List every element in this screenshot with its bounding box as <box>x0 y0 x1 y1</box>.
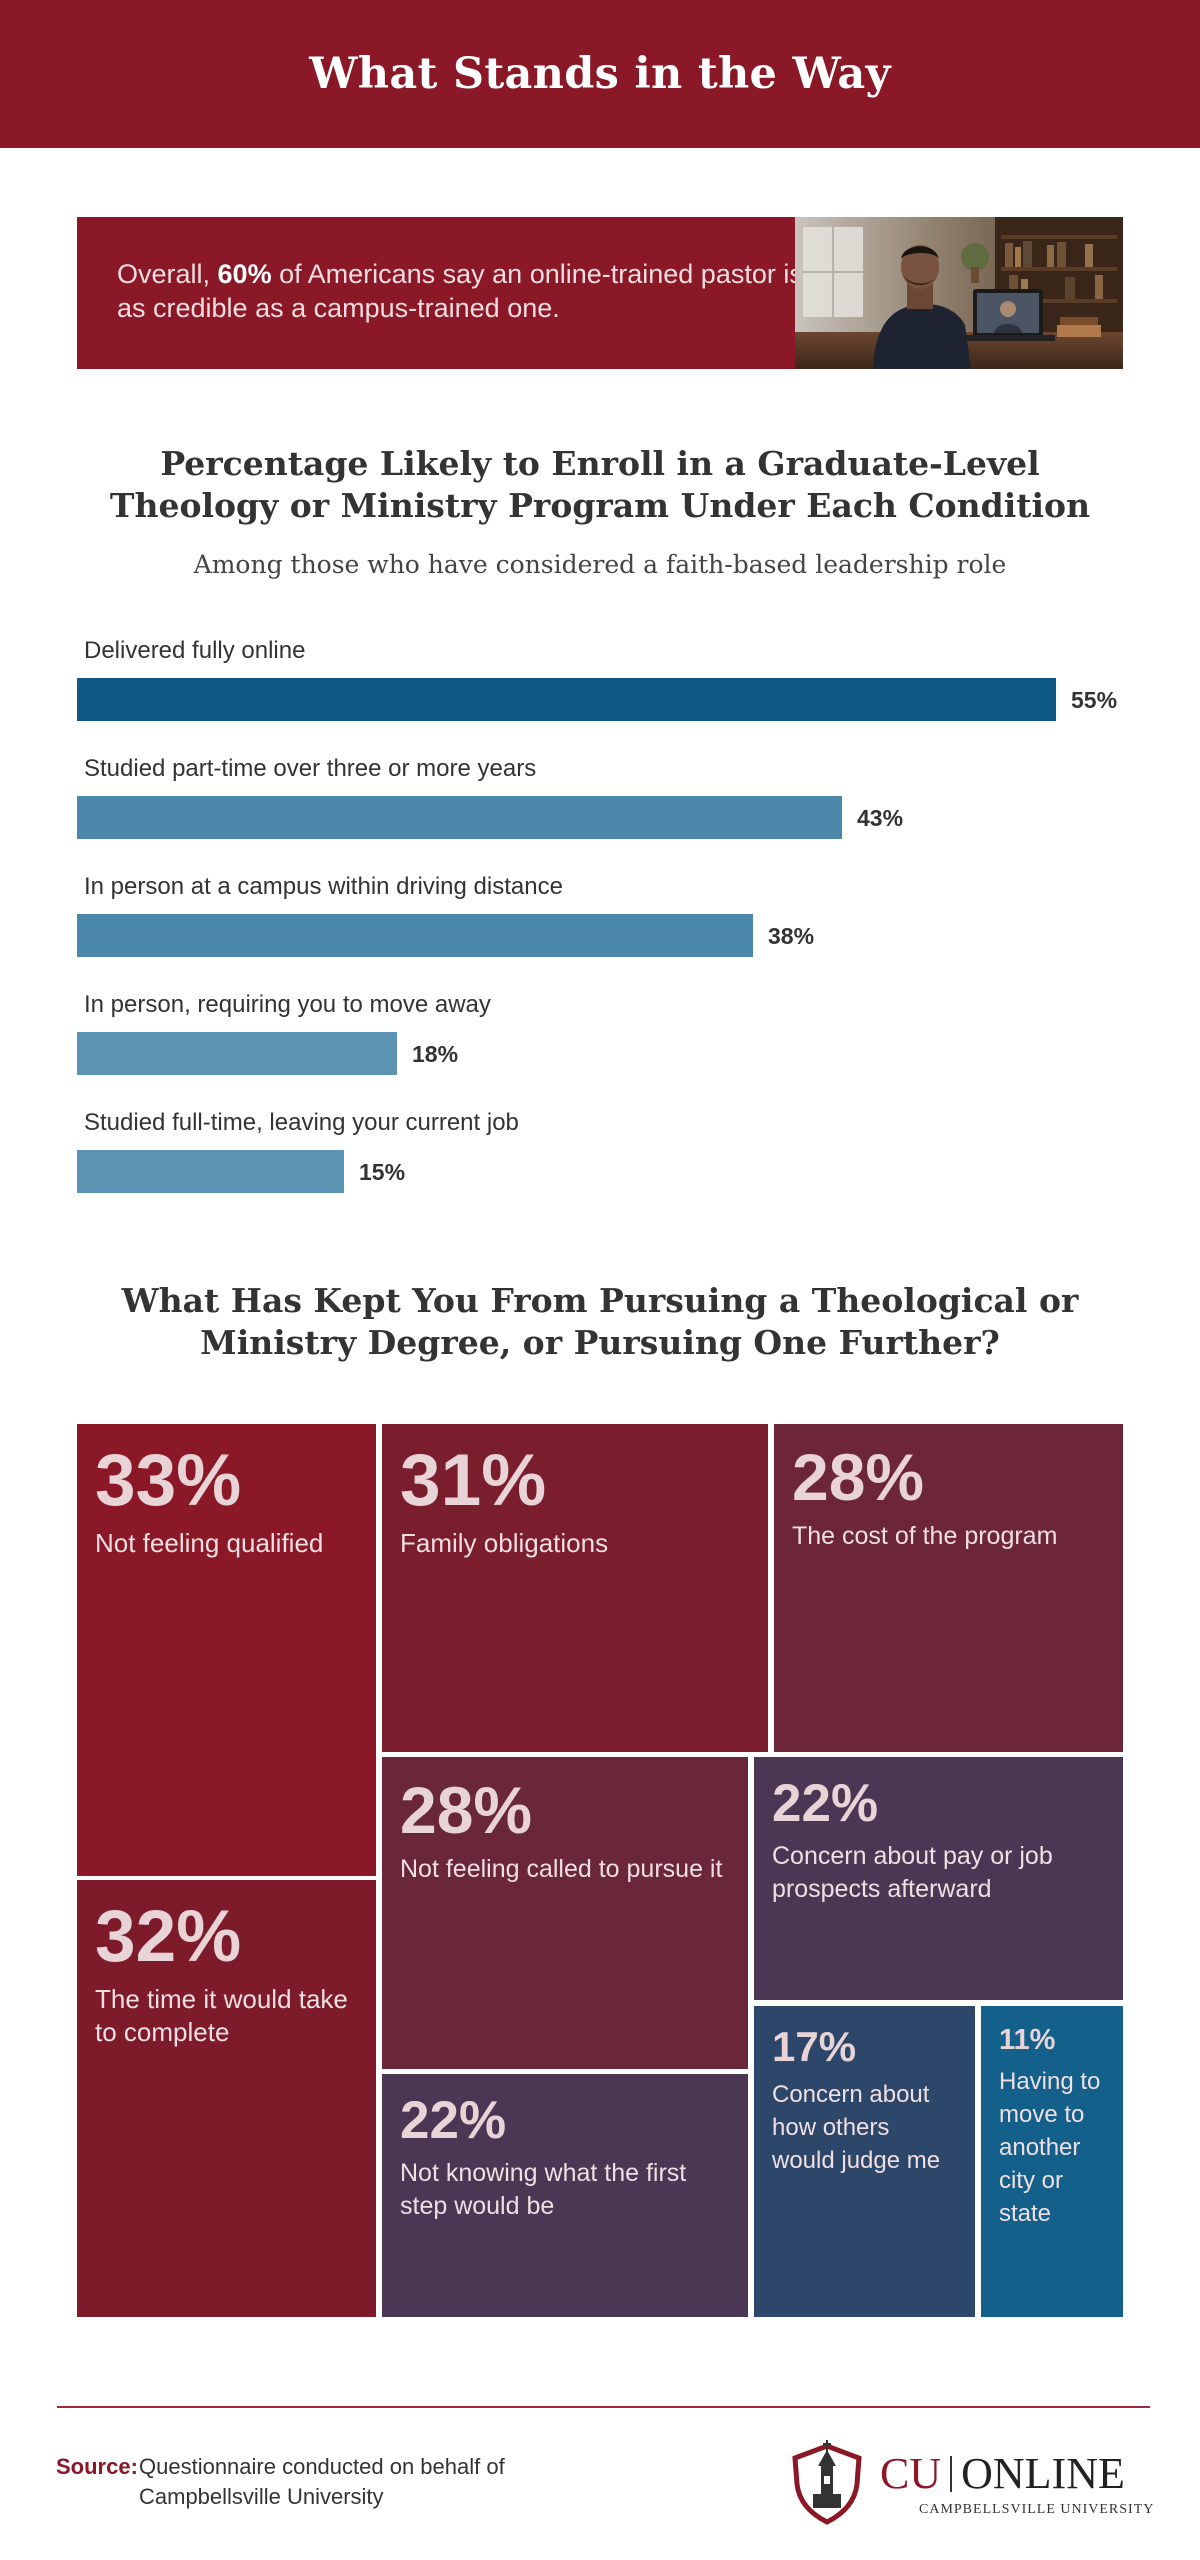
tile-percent: 22% <box>400 2091 507 2150</box>
tile-percent: 33% <box>95 1440 242 1521</box>
footer-divider <box>57 2406 1150 2408</box>
tile-label: Concern about pay or job prospects after… <box>772 1842 1053 1903</box>
tile-label: The cost of the program <box>792 1522 1058 1550</box>
tile-label: The time it would take to complete <box>95 1984 348 2047</box>
treemap-tile: 17% Concern about how others would judge … <box>754 2006 975 2317</box>
source-line-2: Campbellsville University <box>139 2484 384 2509</box>
barriers-title-line-2: Ministry Degree, or Pursuing One Further… <box>200 1323 1000 1362</box>
tile-label: Not feeling called to pursue it <box>400 1855 723 1883</box>
bar-label: Delivered fully online <box>84 637 306 664</box>
treemap-tile: 22% Concern about pay or job prospects af… <box>754 1757 1123 2000</box>
source-line-1: Questionnaire conducted on behalf of <box>139 2454 505 2479</box>
bar <box>77 914 753 957</box>
tile-label: Not feeling qualified <box>95 1528 324 1558</box>
logo-separator <box>950 2456 953 2492</box>
bar <box>77 1150 344 1193</box>
banner-text-before: Overall, <box>117 259 218 289</box>
banner-highlight: 60% <box>217 259 272 289</box>
bar <box>77 796 842 839</box>
bar-value-label: 43% <box>857 805 904 831</box>
treemap-tile: 11% Having to move to another city or sta… <box>981 2006 1123 2317</box>
enroll-title-line-2: Theology or Ministry Program Under Each … <box>109 486 1091 525</box>
logo-cu: CU <box>880 2449 942 2498</box>
bar-value-label: 18% <box>412 1041 459 1067</box>
bar-value-label: 55% <box>1071 687 1118 713</box>
bar-label: In person at a campus within driving dis… <box>84 873 563 900</box>
barriers-title-line-1: What Has Kept You From Pursuing a Theolo… <box>121 1281 1079 1320</box>
tile-label: Family obligations <box>400 1528 609 1558</box>
page-title: What Stands in the Way <box>309 49 891 99</box>
bar-label: Studied part-time over three or more yea… <box>84 755 537 782</box>
tile-percent: 32% <box>95 1896 242 1977</box>
banner-text: Overall, 60% of Americans say an online-… <box>117 257 817 325</box>
bar <box>77 678 1056 721</box>
stat-banner: Overall, 60% of Americans say an online-… <box>77 217 1123 369</box>
treemap-tile: 33% Not feeling qualified <box>77 1424 376 1876</box>
logo-wordmark: CU ONLINE <box>880 2448 1125 2499</box>
tile-label: Not knowing what the first step would be <box>400 2159 687 2220</box>
tile-percent: 17% <box>772 2023 857 2070</box>
tile-percent: 31% <box>400 1440 547 1521</box>
logo-subtitle: CAMPBELLSVILLE UNIVERSITY <box>919 2502 1155 2517</box>
source-label: Source: <box>56 2454 138 2479</box>
bar-value-label: 15% <box>359 1159 406 1185</box>
enroll-chart-title: Percentage Likely to Enroll in a Graduat… <box>0 443 1200 527</box>
treemap-tile: 31% Family obligations <box>382 1424 768 1752</box>
source-text: Questionnaire conducted on behalf of Cam… <box>139 2452 559 2512</box>
treemap-tile: 22% Not knowing what the first step would… <box>382 2074 748 2317</box>
page-header: What Stands in the Way <box>0 0 1200 148</box>
tile-percent: 11% <box>999 2024 1056 2056</box>
banner-text-after: of Americans say an online-trained pasto… <box>117 259 803 323</box>
barriers-chart-title: What Has Kept You From Pursuing a Theolo… <box>0 1280 1200 1364</box>
bar <box>77 1032 397 1075</box>
tile-percent: 28% <box>400 1773 533 1847</box>
cu-online-logo: CU ONLINE CAMPBELLSVILLE UNIVERSITY <box>787 2436 1157 2526</box>
tile-percent: 22% <box>772 1774 879 1833</box>
bar-label: In person, requiring you to move away <box>84 991 491 1018</box>
tile-label: Concern about how others would judge me <box>772 2081 941 2174</box>
pastor-video-call-photo <box>795 217 1123 369</box>
treemap-tile: 28% Not feeling called to pursue it <box>382 1757 748 2069</box>
source-note: Source: Questionnaire conducted on behal… <box>56 2452 505 2509</box>
treemap-tile: 32% The time it would take to complete <box>77 1880 376 2317</box>
enroll-title-line-1: Percentage Likely to Enroll in a Graduat… <box>160 444 1040 483</box>
university-shield-icon <box>792 2440 862 2525</box>
bar-value-label: 38% <box>768 923 815 949</box>
treemap-tile: 28% The cost of the program <box>774 1424 1123 1752</box>
enroll-chart-subtitle: Among those who have considered a faith-… <box>193 550 1007 579</box>
bar-label: Studied full-time, leaving your current … <box>84 1109 519 1136</box>
tile-label: Having to move to another city or state <box>999 2068 1101 2227</box>
tile-percent: 28% <box>792 1440 925 1514</box>
logo-online: ONLINE <box>961 2449 1125 2498</box>
